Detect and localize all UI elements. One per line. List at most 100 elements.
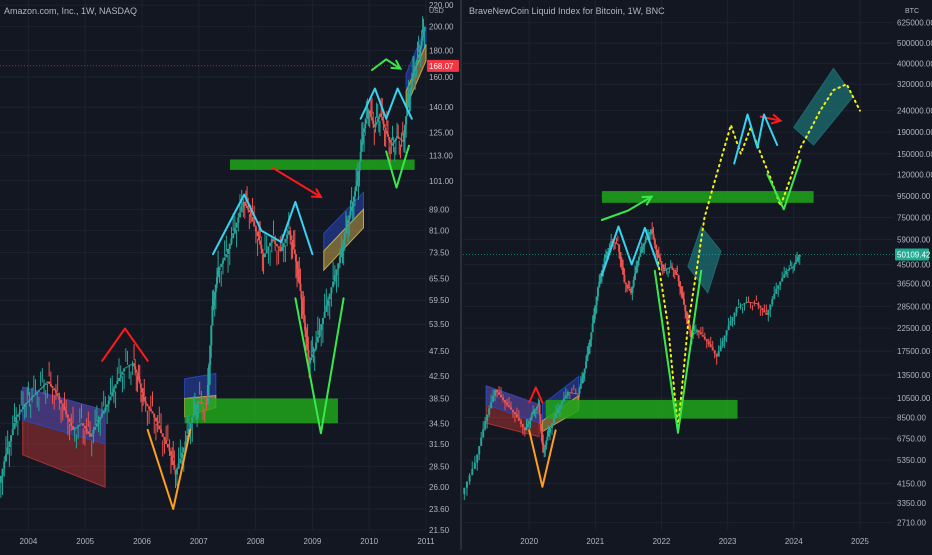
candle-body xyxy=(798,254,801,257)
candle-body xyxy=(423,26,426,32)
candle-body xyxy=(27,400,30,403)
green-drawn-line[interactable] xyxy=(653,269,703,434)
candle-body xyxy=(318,330,321,337)
cyan-drawn-line[interactable] xyxy=(212,193,314,256)
y-tick-label: 2710.00 xyxy=(897,519,926,528)
orange-drawn-line[interactable] xyxy=(528,429,557,488)
y-tick-label: 150000.00 xyxy=(897,150,932,159)
candle-body xyxy=(391,143,394,146)
support-zone[interactable] xyxy=(601,191,814,203)
cyan-drawn-line[interactable] xyxy=(600,225,660,277)
amazon-time-axis[interactable]: 2004 2005 2006 2007 2008 2009 2010 2011 xyxy=(20,537,436,546)
candle-body xyxy=(556,408,559,414)
candle-body xyxy=(733,312,736,317)
orange-drawn-line[interactable] xyxy=(146,428,192,510)
candle-body xyxy=(398,137,401,139)
support-zone[interactable] xyxy=(545,399,738,419)
candle-body xyxy=(705,339,708,342)
cyan-drawn-line[interactable] xyxy=(733,113,779,165)
candle-body xyxy=(350,206,353,212)
candle-body xyxy=(70,422,73,427)
candle-body xyxy=(544,444,547,449)
candle-body xyxy=(585,361,588,369)
candle-body xyxy=(25,403,28,405)
candle-body xyxy=(655,244,658,250)
candle-body xyxy=(550,423,553,428)
candle-body xyxy=(723,335,726,341)
candle-body xyxy=(615,243,618,245)
amazon-chart-pane[interactable]: Amazon.com, Inc., 1W, NASDAQ USD 220.002… xyxy=(0,0,459,546)
green-drawn-line[interactable] xyxy=(371,58,402,71)
candle-body xyxy=(547,432,550,437)
candle-body xyxy=(359,151,362,162)
candle-body xyxy=(124,367,127,369)
candle-body xyxy=(595,296,598,306)
x-tick-label: 2006 xyxy=(133,537,151,546)
bitcoin-price-series xyxy=(463,222,801,501)
green-drawn-line[interactable] xyxy=(766,159,802,211)
support-zone[interactable] xyxy=(184,398,338,424)
red-drawn-line[interactable] xyxy=(528,386,544,404)
candle-body xyxy=(206,384,209,405)
candle-body xyxy=(374,124,377,128)
bitcoin-time-axis[interactable]: 2020 2021 2022 2023 2024 2025 xyxy=(520,537,869,546)
candle-body xyxy=(173,465,176,470)
cyan-drawn-line[interactable] xyxy=(359,87,413,120)
candle-body xyxy=(517,417,520,421)
candle-body xyxy=(765,312,768,315)
candle-body xyxy=(220,263,223,267)
support-zone[interactable] xyxy=(230,159,415,170)
candle-body xyxy=(523,427,526,431)
candle-body xyxy=(622,267,625,275)
y-tick-label: 81.00 xyxy=(429,227,450,236)
candle-body xyxy=(397,136,400,138)
bitcoin-price-axis[interactable]: 625000.00 500000.00 400000.00 320000.00 2400… xyxy=(897,19,932,528)
candle-body xyxy=(529,417,532,421)
bitcoin-chart-pane[interactable]: BraveNewCoin Liquid Index for Bitcoin, 1… xyxy=(463,0,932,546)
green-drawn-line[interactable] xyxy=(294,297,345,435)
candle-body xyxy=(262,253,265,258)
candle-body xyxy=(392,141,395,144)
red-drawn-line[interactable] xyxy=(271,166,322,198)
candle-body xyxy=(743,302,746,305)
candle-body xyxy=(296,261,299,269)
green-drawn-line[interactable] xyxy=(385,144,410,189)
candle-body xyxy=(599,275,602,282)
candle-body xyxy=(568,392,571,394)
candle-body xyxy=(352,196,355,202)
red-arrow-head xyxy=(770,113,783,125)
candle-body xyxy=(386,133,389,137)
candle-body xyxy=(401,140,404,142)
candle-body xyxy=(297,268,300,277)
candle-body xyxy=(509,407,512,410)
candle-body xyxy=(570,392,573,394)
candle-body xyxy=(420,40,423,46)
red-drawn-line[interactable] xyxy=(101,327,149,362)
candle-body xyxy=(217,270,220,278)
candle-body xyxy=(228,243,231,249)
amazon-price-axis[interactable]: 220.00 200.00 180.00 160.00 140.00 125.00 113.… xyxy=(429,1,454,535)
candle-body xyxy=(793,264,796,267)
candle-body xyxy=(482,429,485,438)
candle-body xyxy=(335,269,338,276)
candle-body xyxy=(641,246,644,250)
candle-body xyxy=(396,136,399,139)
teal-channel[interactable] xyxy=(687,225,722,294)
candle-body xyxy=(498,392,501,395)
candle-body xyxy=(358,161,361,172)
candle-body xyxy=(725,330,728,336)
blue-channel[interactable] xyxy=(485,385,540,424)
candle-body xyxy=(375,121,378,125)
candle-body xyxy=(270,239,273,243)
candle-body xyxy=(618,244,621,252)
y-tick-label: 190000.00 xyxy=(897,128,932,137)
candle-body xyxy=(249,211,252,217)
candle-body xyxy=(707,341,710,345)
candle-body xyxy=(58,396,61,400)
candle-body xyxy=(46,381,49,384)
candle-body xyxy=(92,430,95,434)
candle-body xyxy=(258,236,261,241)
x-tick-label: 2010 xyxy=(360,537,378,546)
green-drawn-line[interactable] xyxy=(600,195,653,221)
